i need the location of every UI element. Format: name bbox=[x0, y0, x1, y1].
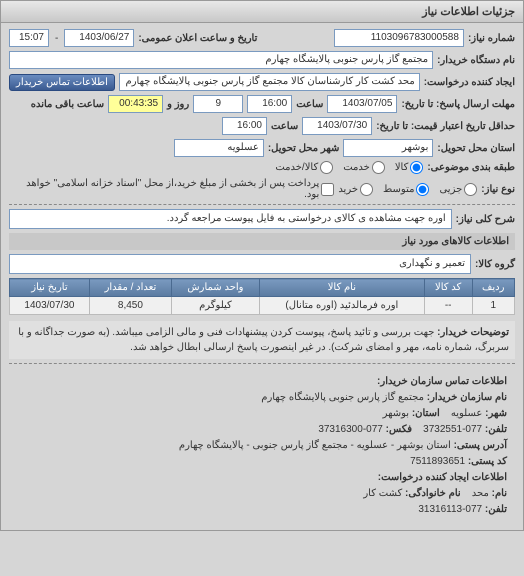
contact-org: مجتمع گاز پارس جنوبی پالایشگاه چهارم bbox=[261, 392, 424, 403]
type-radio-minor[interactable]: جزیی bbox=[439, 183, 477, 196]
budget-radio-both[interactable]: کالا/خدمت bbox=[275, 161, 333, 174]
creator-label: ایجاد کننده درخواست: bbox=[424, 77, 515, 88]
contact-family-label: نام خانوادگی: bbox=[405, 488, 461, 499]
type-radio-medium[interactable]: متوسط bbox=[383, 183, 429, 196]
time-sep: - bbox=[53, 33, 60, 44]
contact-org-label: نام سازمان خریدار: bbox=[427, 392, 507, 403]
type-label: نوع نیاز: bbox=[481, 184, 515, 195]
contact-title: اطلاعات تماس سازمان خریدار: bbox=[377, 376, 507, 387]
budget-radio-goods-input[interactable] bbox=[410, 161, 423, 174]
th-date: تاریخ نیاز bbox=[10, 279, 90, 297]
cell-index: 1 bbox=[472, 297, 514, 315]
cell-date: 1403/07/30 bbox=[10, 297, 90, 315]
budget-note-check[interactable]: پرداخت پس از بخشی از مبلغ خرید،از محل "ا… bbox=[9, 178, 334, 200]
goods-group-label: گروه کالا: bbox=[475, 259, 515, 270]
cell-qty: 8,450 bbox=[89, 297, 171, 315]
divider-2 bbox=[9, 363, 515, 364]
buyer-org-field: مجتمع گاز پارس جنوبی پالایشگاه چهارم bbox=[9, 51, 433, 69]
th-name: نام کالا bbox=[259, 279, 424, 297]
budget-label: طبقه بندی موضوعی: bbox=[427, 162, 515, 173]
public-date-field: 1403/06/27 bbox=[64, 29, 134, 47]
contact-tel2: 077-31316113 bbox=[418, 504, 482, 515]
type-radio-medium-input[interactable] bbox=[416, 183, 429, 196]
contact-fax-label: فکس: bbox=[386, 424, 412, 435]
th-index: ردیف bbox=[472, 279, 514, 297]
panel-title: جزئیات اطلاعات نیاز bbox=[1, 1, 523, 23]
budget-note-checkbox[interactable] bbox=[321, 183, 334, 196]
contact-state-label: استان: bbox=[412, 408, 440, 419]
contact-addr: استان بوشهر - عسلویه - مجتمع گاز پارس جن… bbox=[179, 440, 451, 451]
remain-time-field: 00:43:35 bbox=[108, 95, 163, 113]
contact-name: محد bbox=[472, 488, 489, 499]
buyer-org-label: نام دستگاه خریدار: bbox=[437, 55, 515, 66]
contact-state: بوشهر bbox=[383, 408, 409, 419]
contact-family: کشت کار bbox=[363, 488, 402, 499]
cell-code: -- bbox=[424, 297, 472, 315]
remain-days-label: روز و bbox=[167, 99, 189, 110]
deadline-label: مهلت ارسال پاسخ: تا تاریخ: bbox=[401, 99, 515, 110]
validity-time-label: ساعت bbox=[271, 121, 298, 132]
creator-field: محد کشت کار کارشناسان کالا مجتمع گاز پار… bbox=[119, 73, 420, 91]
contact-info-button[interactable]: اطلاعات تماس خریدار bbox=[9, 74, 115, 91]
panel-body: شماره نیاز: 1103096783000588 تاریخ و ساع… bbox=[1, 23, 523, 530]
validity-date-field: 1403/07/30 bbox=[302, 117, 372, 135]
delivery-state-label: استان محل تحویل: bbox=[437, 143, 515, 154]
contact-section: اطلاعات تماس سازمان خریدار: نام سازمان خ… bbox=[9, 368, 515, 524]
goods-table: ردیف کد کالا نام کالا واحد شمارش تعداد /… bbox=[9, 278, 515, 315]
contact-zip: 7511893651 bbox=[410, 456, 465, 467]
validity-time-field: 16:00 bbox=[222, 117, 267, 135]
contact-creator-title: اطلاعات ایجاد کننده درخواست: bbox=[378, 472, 507, 483]
contact-city: عسلویه bbox=[451, 408, 483, 419]
buyer-notes: توضیحات خریدار: جهت بررسی و تائید پاسخ، … bbox=[9, 321, 515, 359]
contact-city-label: شهر: bbox=[485, 408, 507, 419]
contact-fax: 077-37316300 bbox=[318, 424, 383, 435]
budget-radio-service-input[interactable] bbox=[372, 161, 385, 174]
cell-unit: کیلوگرم bbox=[171, 297, 259, 315]
delivery-city-field: عسلویه bbox=[174, 139, 264, 157]
goods-group-value: تعمیر و نگهداری bbox=[9, 254, 471, 274]
remain-label: ساعت باقی مانده bbox=[31, 99, 104, 110]
contact-tel-label: تلفن: bbox=[485, 424, 507, 435]
goods-section-title: اطلاعات کالاهای مورد نیاز bbox=[9, 233, 515, 250]
contact-tel2-label: تلفن: bbox=[485, 504, 507, 515]
type-radio-buy-input[interactable] bbox=[360, 183, 373, 196]
req-number-field: 1103096783000588 bbox=[334, 29, 464, 47]
public-datetime-label: تاریخ و ساعت اعلان عمومی: bbox=[138, 33, 257, 44]
validity-label: حداقل تاریخ اعتبار قیمت: تا تاریخ: bbox=[376, 121, 515, 132]
budget-radio-both-input[interactable] bbox=[320, 161, 333, 174]
notes-label: توضیحات خریدار: bbox=[437, 327, 509, 338]
main-panel: جزئیات اطلاعات نیاز شماره نیاز: 11030967… bbox=[0, 0, 524, 531]
deadline-date-field: 1403/07/05 bbox=[327, 95, 397, 113]
budget-radio-goods[interactable]: کالا bbox=[395, 161, 424, 174]
type-radio-buy[interactable]: خرید bbox=[338, 183, 373, 196]
type-radio-minor-input[interactable] bbox=[464, 183, 477, 196]
th-unit: واحد شمارش bbox=[171, 279, 259, 297]
type-radio-group: جزیی متوسط خرید bbox=[338, 183, 477, 196]
th-qty: تعداد / مقدار bbox=[89, 279, 171, 297]
contact-addr-label: آدرس پستی: bbox=[454, 440, 507, 451]
table-row[interactable]: 1 -- اوره فرمالدئید (اوره متانال) کیلوگر… bbox=[10, 297, 515, 315]
notes-text: جهت بررسی و تائید پاسخ، پیوست کردن پیشنه… bbox=[18, 327, 509, 353]
divider bbox=[9, 204, 515, 205]
desc-value: اوره جهت مشاهده ی کالای درخواستی به فایل… bbox=[9, 209, 452, 229]
deadline-time-field: 16:00 bbox=[247, 95, 292, 113]
public-time-field: 15:07 bbox=[9, 29, 49, 47]
remain-days-field: 9 bbox=[193, 95, 243, 113]
contact-name-label: نام: bbox=[492, 488, 507, 499]
cell-name: اوره فرمالدئید (اوره متانال) bbox=[259, 297, 424, 315]
delivery-city-label: شهر محل تحویل: bbox=[268, 143, 340, 154]
th-code: کد کالا bbox=[424, 279, 472, 297]
budget-radio-group: کالا خدمت کالا/خدمت bbox=[275, 161, 423, 174]
contact-tel: 077-3732551 bbox=[423, 424, 482, 435]
desc-label: شرح کلی نیاز: bbox=[456, 214, 515, 225]
req-number-label: شماره نیاز: bbox=[468, 33, 515, 44]
contact-zip-label: کد پستی: bbox=[468, 456, 507, 467]
delivery-state-field: بوشهر bbox=[343, 139, 433, 157]
table-header-row: ردیف کد کالا نام کالا واحد شمارش تعداد /… bbox=[10, 279, 515, 297]
deadline-time-label: ساعت bbox=[296, 99, 323, 110]
budget-radio-service[interactable]: خدمت bbox=[343, 161, 385, 174]
